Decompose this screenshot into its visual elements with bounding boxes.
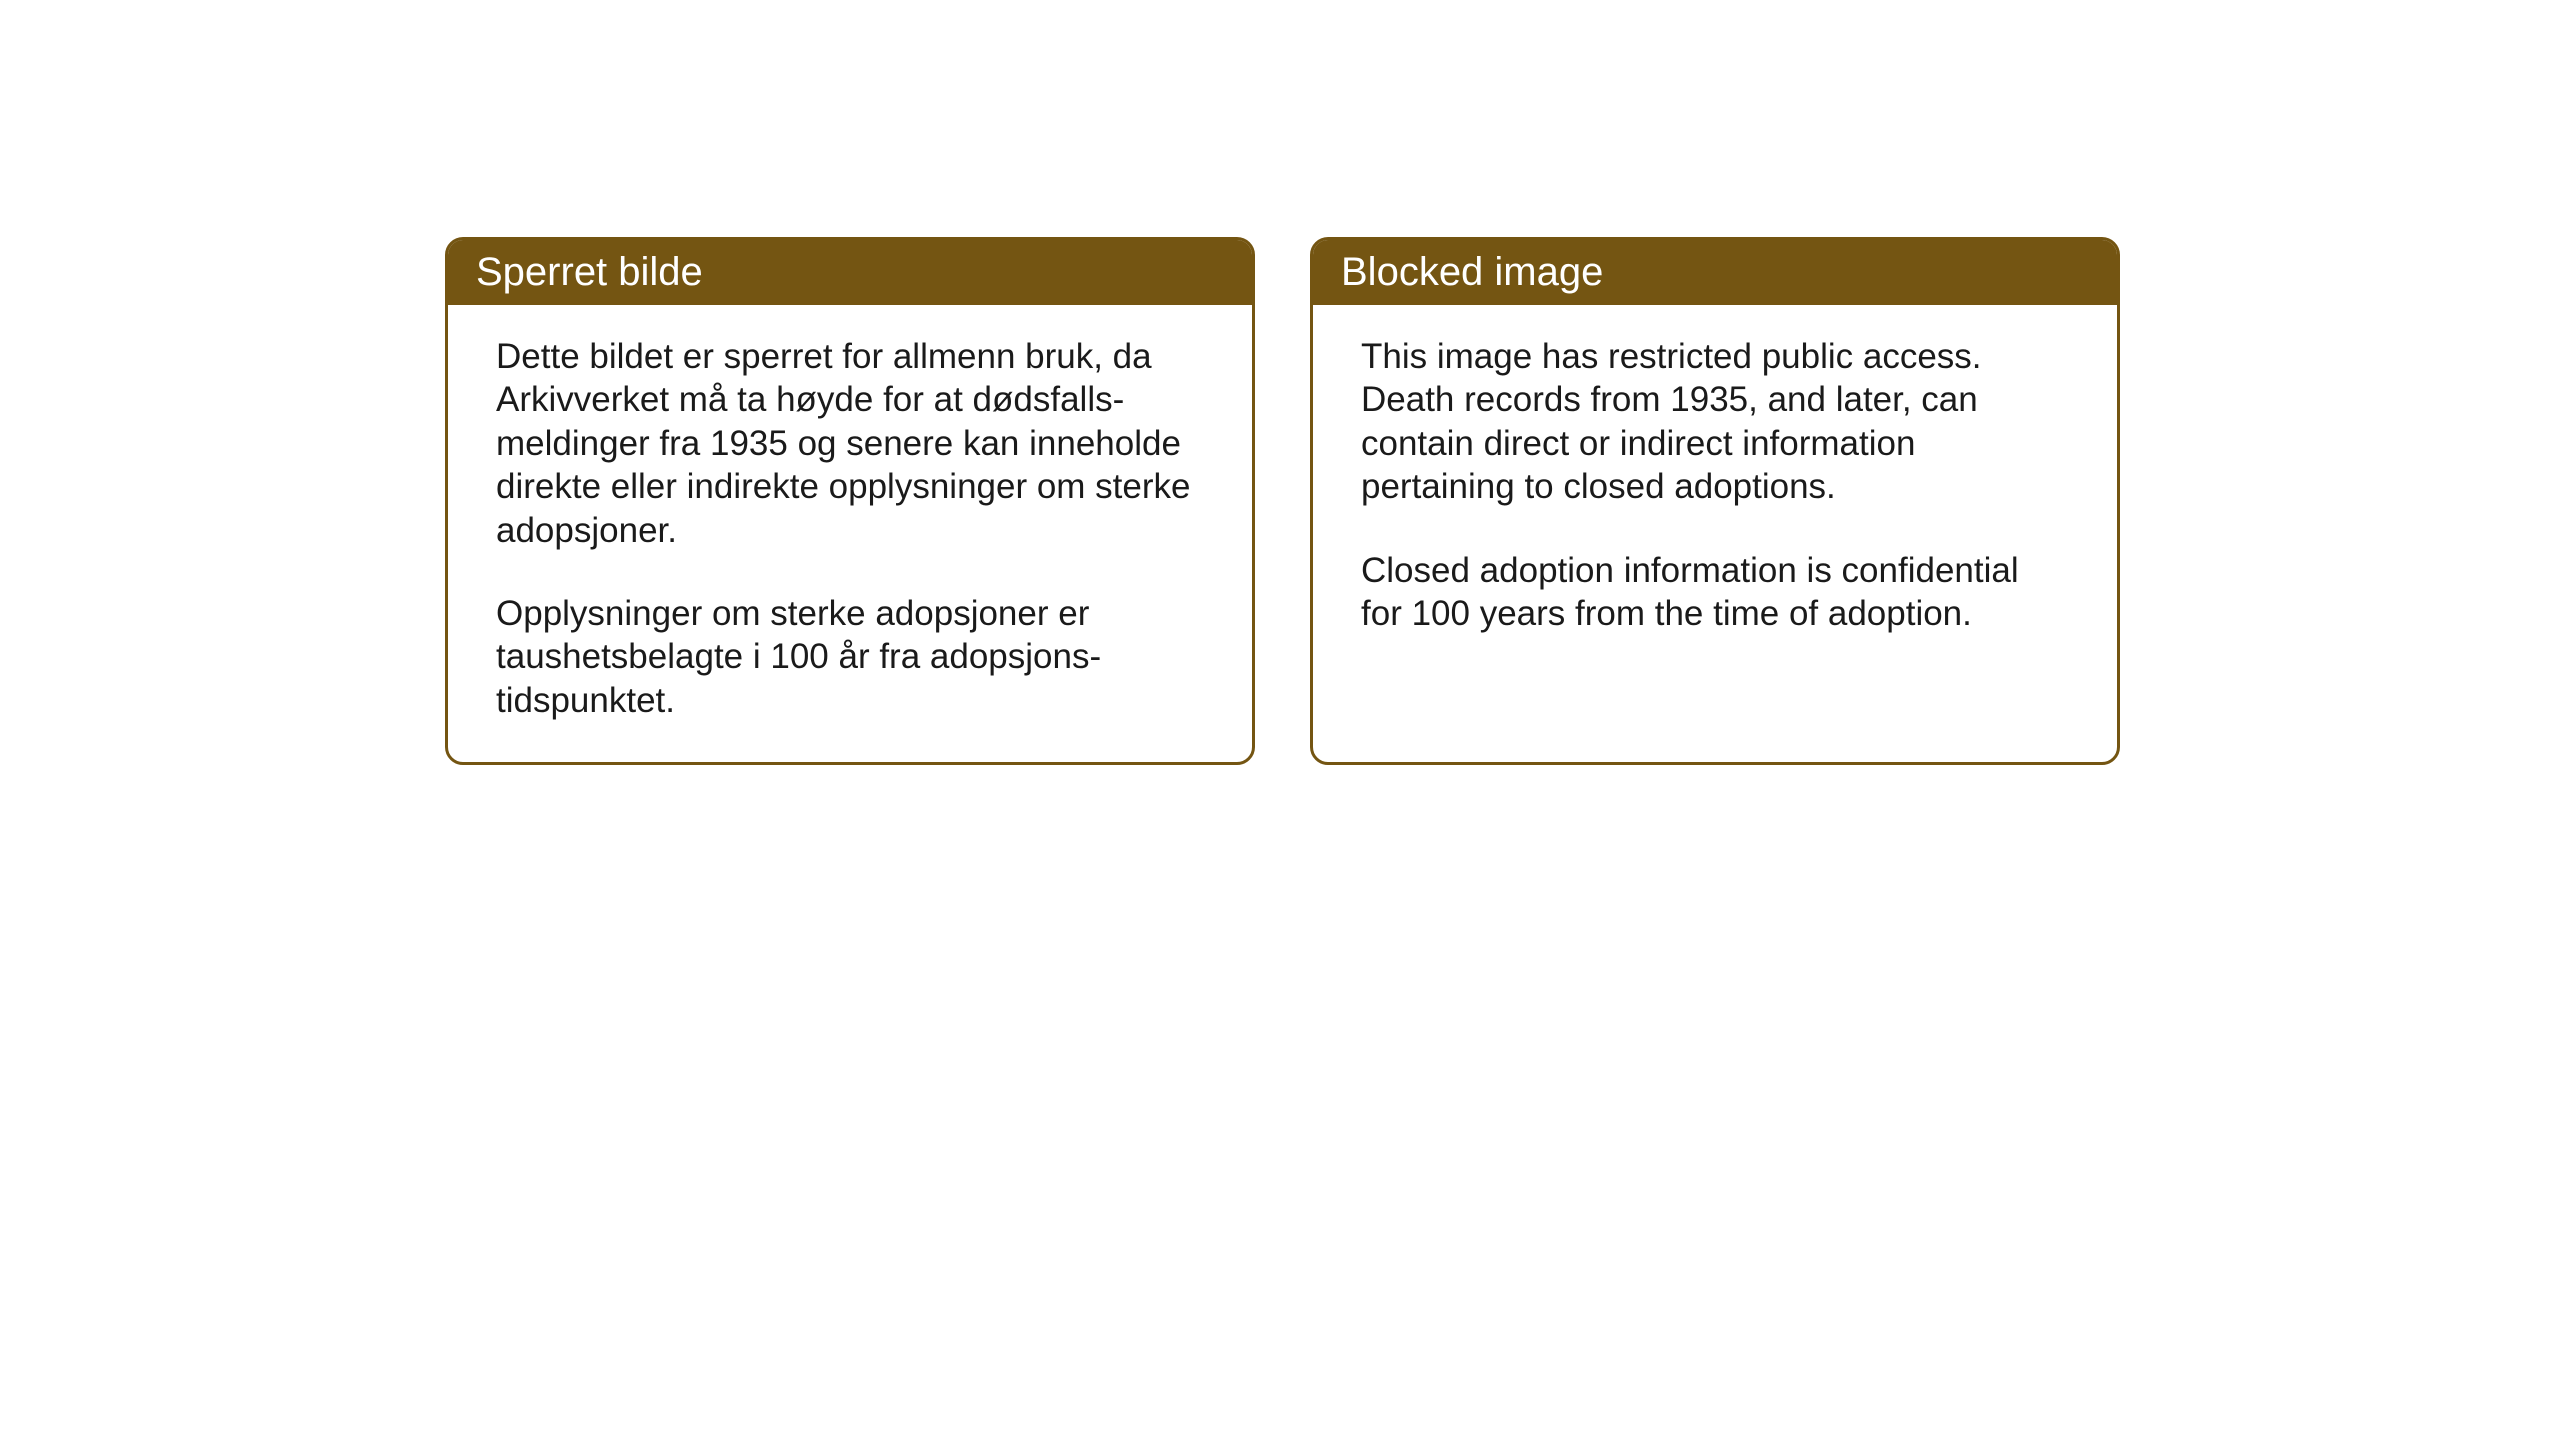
card-header-english: Blocked image [1313,240,2117,305]
notice-card-english: Blocked image This image has restricted … [1310,237,2120,765]
notice-cards-container: Sperret bilde Dette bildet er sperret fo… [445,237,2120,765]
notice-card-norwegian: Sperret bilde Dette bildet er sperret fo… [445,237,1255,765]
card-title: Sperret bilde [476,250,703,294]
card-body-norwegian: Dette bildet er sperret for allmenn bruk… [448,305,1252,762]
card-paragraph: This image has restricted public access.… [1361,335,2069,509]
card-paragraph: Dette bildet er sperret for allmenn bruk… [496,335,1204,552]
card-paragraph: Opplysninger om sterke adopsjoner er tau… [496,592,1204,722]
card-header-norwegian: Sperret bilde [448,240,1252,305]
card-title: Blocked image [1341,250,1603,294]
card-paragraph: Closed adoption information is confident… [1361,549,2069,636]
card-body-english: This image has restricted public access.… [1313,305,2117,675]
